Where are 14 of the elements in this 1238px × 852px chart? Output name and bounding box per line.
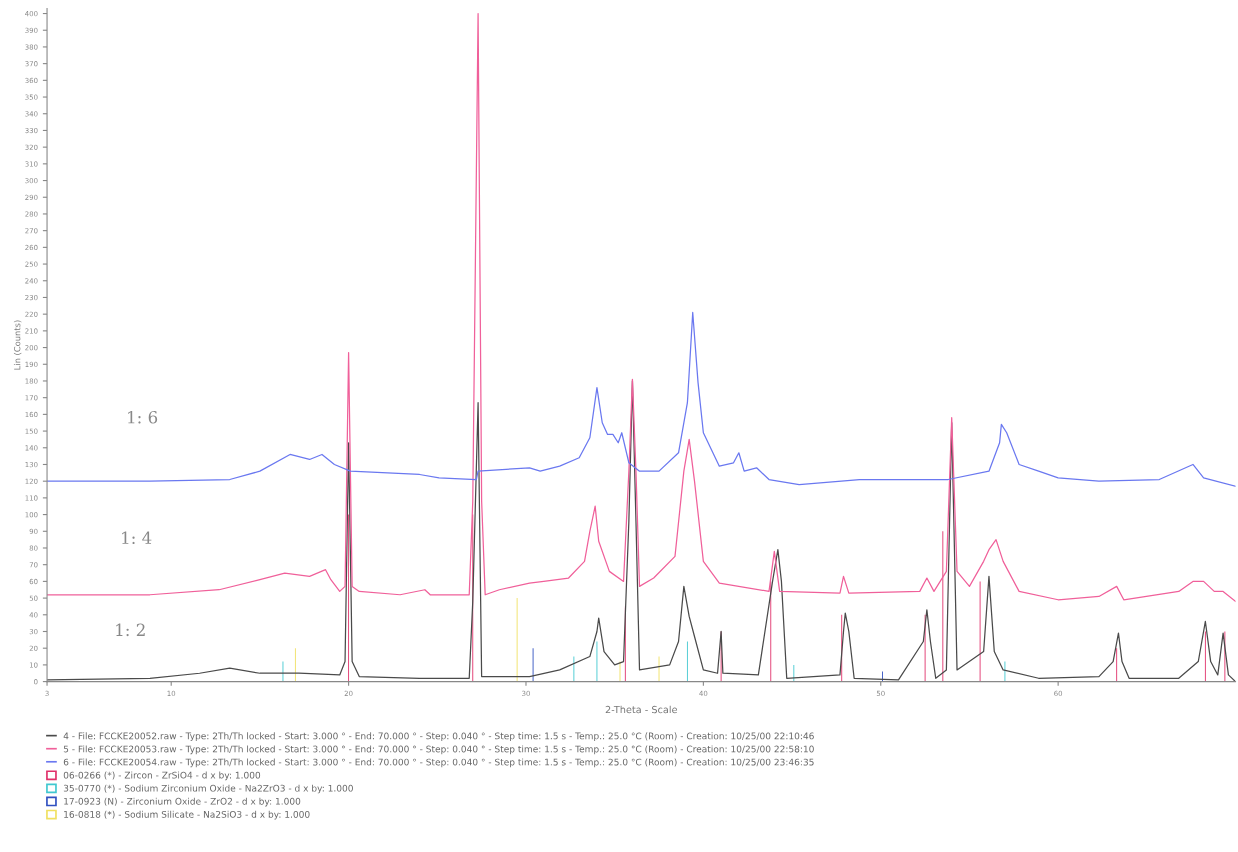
y-axis-title: Lin (Counts) (13, 320, 22, 370)
annotation: 1: 4 (122, 531, 152, 545)
annotation: 1: 2 (116, 623, 145, 637)
line-series (47, 311, 1236, 487)
legend-label: 06-0266 (*) - Zircon - ZrSiO4 - d x by: 1.000 (63, 771, 261, 781)
annotation: 1: 6 (128, 410, 158, 424)
legend-label: 6 - File: FCCKE20054.raw - Type: 2Th/Th locked - Start: 3.000 ° - End: 70.000 ° - Step: 0.040 ° - Step time: 1.5 s - Temp.: 25.0 °C (Room) - Creation: 10/25/00 23:46:35 (63, 758, 814, 768)
line-series (47, 12, 1236, 603)
x-axis-title: 2-Theta - Scale (605, 705, 678, 714)
legend-label: 5 - File: FCCKE20053.raw - Type: 2Th/Th locked - Start: 3.000 ° - End: 70.000 ° - Step: 0.040 ° - Step time: 1.5 s - Temp.: 25.0 °C (Room) - Creation: 10/25/00 22:58:10 (63, 745, 814, 755)
legend-label: 16-0818 (*) - Sodium Silicate - Na2SiO3 - d x by: 1.000 (64, 810, 310, 820)
legend-label: 4 - File: FCCKE20052.raw - Type: 2Th/Th locked - Start: 3.000 ° - End: 70.000 ° - Step: 0.040 ° - Step time: 1.5 s - Temp.: 25.0 °C (Room) - Creation: 10/25/00 22:10:46 (63, 732, 814, 742)
legend-label: 35-0770 (*) - Sodium Zirconium Oxide - Na2ZrO3 - d x by: 1.000 (63, 784, 353, 794)
legend-label: 17-0923 (N) - Zirconium Oxide - ZrO2 - d x by: 1.000 (64, 797, 301, 807)
